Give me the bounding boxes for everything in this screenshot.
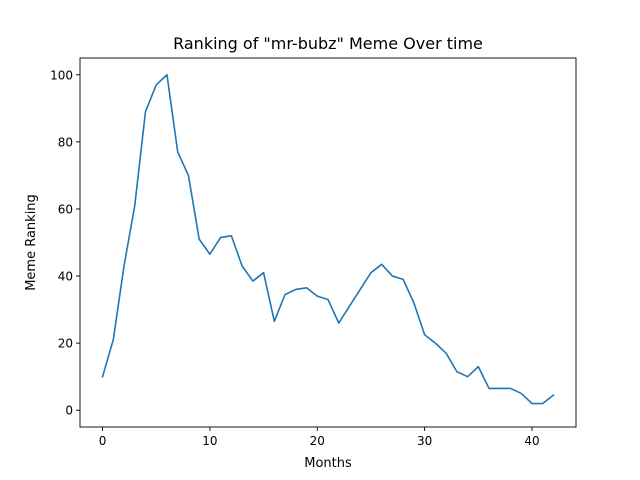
y-tick-label: 20 bbox=[58, 337, 73, 351]
plot-frame bbox=[79, 57, 577, 428]
y-axis-label: Meme Ranking bbox=[24, 194, 39, 291]
x-axis-label: Months bbox=[304, 456, 352, 471]
x-tick-label: 0 bbox=[99, 434, 107, 448]
x-tick-label: 20 bbox=[310, 434, 325, 448]
x-axis-ticks: 0 10 20 30 40 bbox=[99, 427, 540, 448]
x-tick-label: 40 bbox=[524, 434, 539, 448]
y-tick-label: 60 bbox=[58, 202, 73, 216]
x-tick-label: 10 bbox=[202, 434, 217, 448]
chart-title: Ranking of "mr-bubz" Meme Over time bbox=[173, 34, 483, 53]
plot-content bbox=[101, 73, 555, 405]
y-tick-label: 40 bbox=[58, 270, 73, 284]
y-tick-label: 100 bbox=[50, 68, 73, 82]
x-tick-label: 30 bbox=[417, 434, 432, 448]
y-tick-label: 0 bbox=[65, 404, 73, 418]
series-line bbox=[101, 73, 555, 405]
y-axis-ticks: 0 20 40 60 80 100 bbox=[50, 68, 80, 418]
y-tick-label: 80 bbox=[58, 135, 73, 149]
plot-area bbox=[80, 58, 576, 427]
